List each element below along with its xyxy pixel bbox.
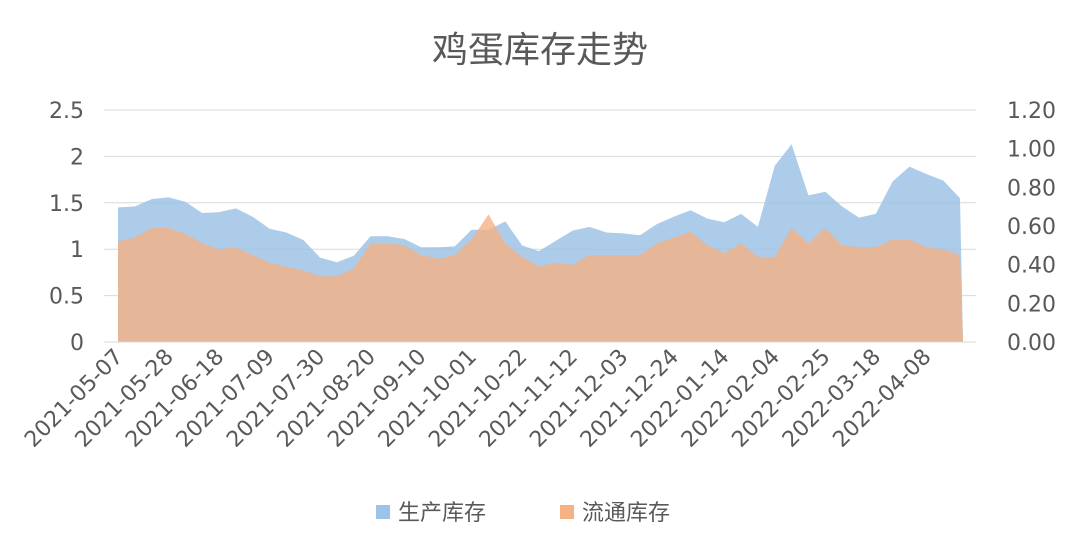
y-right-tick-label: 0.60 xyxy=(1007,215,1056,240)
y-left-tick-label: 0 xyxy=(70,331,84,356)
series-areas xyxy=(118,144,963,342)
y-right-tick-label: 1.20 xyxy=(1007,99,1056,124)
y-right-tick-label: 0.00 xyxy=(1007,331,1056,356)
y-right-tick-label: 0.80 xyxy=(1007,176,1056,201)
legend-swatch-production xyxy=(376,505,390,519)
legend: 生产库存 流通库存 xyxy=(376,501,670,526)
y-right-tick-label: 1.00 xyxy=(1007,138,1056,163)
legend-swatch-circulation xyxy=(560,505,574,519)
y-right-tick-label: 0.20 xyxy=(1007,292,1056,317)
legend-label-production: 生产库存 xyxy=(398,501,486,526)
area-series-circulation xyxy=(118,214,963,342)
y-left-tick-label: 2.5 xyxy=(49,99,84,124)
y-left-tick-label: 1.5 xyxy=(49,192,84,217)
y-left-tick-label: 0.5 xyxy=(49,285,84,310)
y-right-tick-label: 0.40 xyxy=(1007,254,1056,279)
y-left-tick-label: 2 xyxy=(70,145,84,170)
chart-title: 鸡蛋库存走势 xyxy=(432,30,648,71)
y-left-tick-label: 1 xyxy=(70,238,84,263)
legend-label-circulation: 流通库存 xyxy=(582,501,670,526)
